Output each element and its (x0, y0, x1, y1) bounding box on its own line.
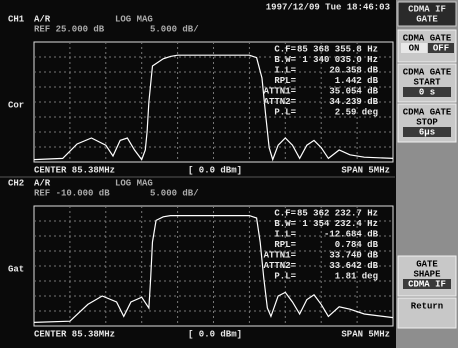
readout-label: B.W= (274, 55, 296, 65)
softkey-label[interactable]: CDMA GATE (403, 107, 452, 117)
readout-label: B.W= (274, 219, 296, 229)
readout-value: 1 340 035.0 Hz (302, 55, 378, 65)
softkey-label[interactable]: CDMA GATE (403, 33, 452, 43)
readout-label: P.L= (274, 107, 296, 117)
readout-value: 33.642 dB (329, 261, 378, 271)
readout-value: -12.684 dB (324, 229, 379, 239)
measurement: A/R (34, 178, 51, 188)
readout-label: I.L= (274, 65, 296, 75)
trace (33, 215, 394, 323)
softkey-value-box[interactable] (403, 87, 451, 97)
readout-value: 85 362 232.7 Hz (297, 208, 378, 218)
menu-title: GATE (416, 14, 438, 24)
readout-value: 20.358 dB (329, 65, 378, 75)
readout-value: 1.442 dB (335, 76, 379, 86)
softkey[interactable]: Return (397, 297, 457, 329)
format: LOG MAG (115, 178, 153, 188)
channel-id: CH2 (8, 178, 24, 188)
side-label: Gat (8, 264, 24, 274)
softkey-value-box[interactable] (403, 279, 451, 289)
softkey-label[interactable]: START (413, 77, 441, 87)
source-power: [ 0.0 dBm] (188, 329, 242, 339)
readout-value: 2.59 deg (335, 107, 378, 117)
readout-label: C.F= (274, 208, 296, 218)
softkey-label[interactable]: CDMA GATE (403, 67, 452, 77)
readout-label: RPL= (274, 76, 296, 86)
center-frequency: CENTER 85.38MHz (34, 329, 115, 339)
menu-title-box (397, 1, 457, 27)
readout-label: I.L= (274, 229, 296, 239)
option-on[interactable] (401, 43, 427, 53)
option-off[interactable] (428, 43, 454, 53)
span: SPAN 5MHz (341, 165, 390, 175)
readout-value: 0.784 dB (335, 240, 379, 250)
softkey-value[interactable]: 0 s (419, 87, 435, 97)
option-off-label[interactable]: OFF (433, 43, 449, 53)
side-label: Cor (8, 100, 24, 110)
softkey-label[interactable]: Return (411, 301, 443, 311)
softkey-label[interactable]: STOP (416, 117, 438, 127)
readout-label: P.L= (274, 271, 296, 281)
datetime: 1997/12/09 Tue 18:46:03 (266, 2, 390, 12)
readout-value: 35.054 dB (329, 86, 378, 96)
center-frequency: CENTER 85.38MHz (34, 165, 115, 175)
readout-value: 1.81 deg (335, 271, 378, 281)
readout-label: ATTN2= (264, 97, 296, 107)
scale: 5.000 dB/ (150, 188, 199, 198)
softkey-value[interactable]: 6µs (419, 127, 435, 137)
readout-value: 33.740 dB (329, 250, 378, 260)
format: LOG MAG (115, 14, 153, 24)
readout-label: C.F= (274, 44, 296, 54)
readout-value: 34.239 dB (329, 97, 378, 107)
reference: REF 25.000 dB (34, 24, 105, 34)
trace (33, 54, 394, 162)
softkey-value[interactable]: CDMA IF (408, 279, 446, 289)
readout-label: ATTN1= (264, 86, 296, 96)
softkey-label[interactable]: SHAPE (413, 269, 441, 279)
measurement: A/R (34, 14, 51, 24)
readout-label: RPL= (274, 240, 296, 250)
softkey-label[interactable]: GATE (416, 259, 438, 269)
readout-value: 1 354 232.4 Hz (302, 219, 378, 229)
readout-label: ATTN2= (264, 261, 296, 271)
option-on-label[interactable]: ON (409, 43, 420, 53)
reference: REF -10.000 dB (34, 188, 110, 198)
channel-id: CH1 (8, 14, 25, 24)
softkey-face[interactable] (397, 297, 457, 329)
menu-title: CDMA IF (408, 4, 446, 14)
softkey-face[interactable] (397, 255, 457, 297)
source-power: [ 0.0 dBm] (188, 165, 242, 175)
scale: 5.000 dB/ (150, 24, 199, 34)
readout-label: ATTN1= (264, 250, 296, 260)
span: SPAN 5MHz (341, 329, 390, 339)
softkey-value-box[interactable] (403, 127, 451, 137)
readout-value: 85 368 355.8 Hz (297, 44, 378, 54)
